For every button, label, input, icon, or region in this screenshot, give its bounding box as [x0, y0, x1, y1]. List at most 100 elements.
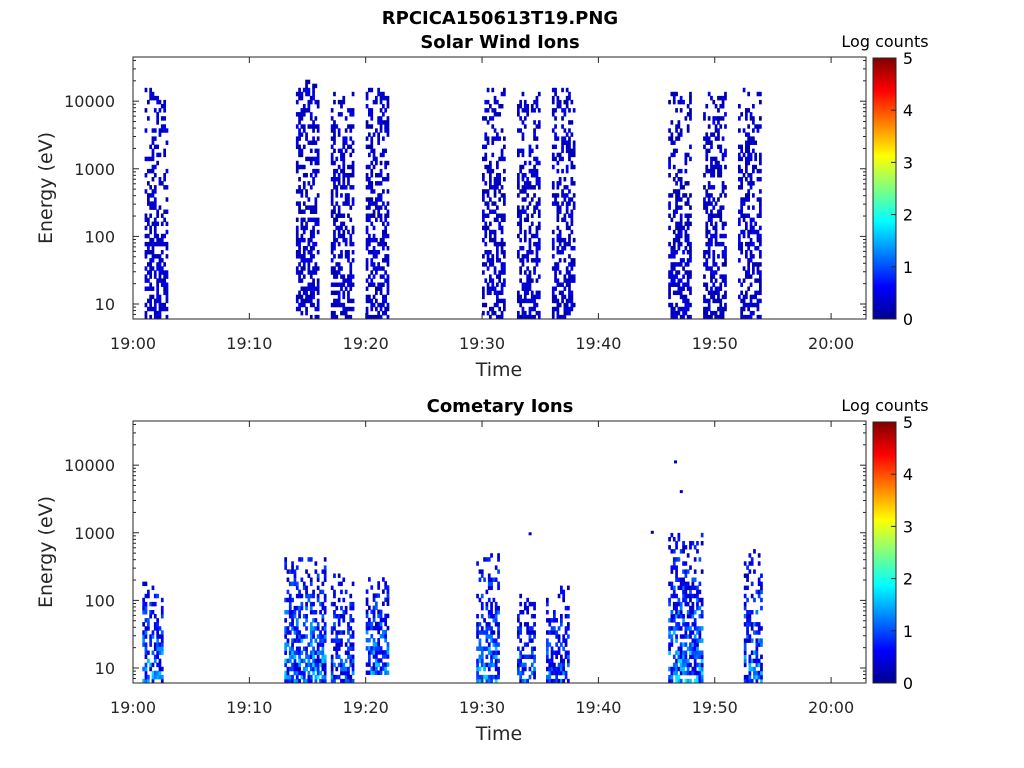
heatmap-cell — [749, 294, 753, 300]
heatmap-cell — [503, 278, 506, 283]
heatmap-cell — [347, 638, 350, 643]
heatmap-cell — [568, 286, 571, 291]
heatmap-cell — [314, 266, 318, 271]
heatmap-cell — [291, 646, 294, 651]
heatmap-cell — [335, 302, 339, 308]
heatmap-cell — [305, 205, 308, 210]
heatmap-cell — [523, 678, 527, 684]
heatmap-cell — [384, 241, 388, 247]
heatmap-cell — [689, 589, 692, 595]
heatmap-cell — [144, 650, 148, 655]
heatmap-cell — [312, 91, 315, 97]
y-axis-label: Energy (eV) — [35, 496, 57, 608]
heatmap-cell — [691, 654, 695, 660]
heatmap-cell — [565, 241, 569, 247]
heatmap-cell — [375, 625, 378, 631]
heatmap-cell — [291, 565, 294, 570]
heatmap-cell — [686, 593, 690, 599]
heatmap-cell — [565, 140, 569, 145]
heatmap-cell — [321, 666, 325, 672]
heatmap-cell — [379, 99, 383, 105]
heatmap-cell — [689, 630, 692, 635]
heatmap-cell — [333, 254, 336, 259]
heatmap-cell — [567, 662, 570, 668]
heatmap-cell — [340, 250, 343, 255]
heatmap-cell — [314, 650, 318, 655]
heatmap-cell — [523, 108, 527, 113]
heatmap-cell — [668, 290, 671, 296]
heatmap-cell — [689, 670, 692, 676]
heatmap-cell — [379, 266, 383, 271]
heatmap-cell — [563, 246, 567, 251]
heatmap-cell — [675, 136, 678, 141]
heatmap-cell — [546, 650, 549, 655]
heatmap-cell — [684, 116, 688, 121]
heatmap-cell — [302, 674, 306, 680]
heatmap-cell — [370, 168, 374, 174]
heatmap-cell — [349, 128, 353, 133]
heatmap-cell — [705, 136, 709, 141]
heatmap-cell — [305, 87, 308, 93]
heatmap-cell — [144, 108, 148, 113]
heatmap-cell — [312, 156, 315, 162]
heatmap-cell — [561, 217, 564, 223]
heatmap-cell — [565, 144, 569, 150]
heatmap-cell — [476, 630, 479, 635]
heatmap-cell — [149, 601, 153, 607]
heatmap-cell — [670, 678, 674, 684]
heatmap-cell — [314, 217, 318, 223]
heatmap-cell — [286, 630, 290, 635]
heatmap-cell — [746, 622, 749, 627]
heatmap-cell — [679, 262, 683, 267]
heatmap-cell — [342, 666, 346, 672]
heatmap-cell — [719, 302, 723, 308]
heatmap-cell — [160, 634, 164, 639]
heatmap-cell — [675, 128, 678, 133]
heatmap-cell — [670, 674, 674, 680]
heatmap-cell — [755, 658, 759, 664]
heatmap-cell — [500, 286, 504, 291]
heatmap-cell — [349, 274, 353, 279]
heatmap-cell — [165, 221, 169, 227]
heatmap-cell — [489, 233, 492, 239]
heatmap-cell — [309, 250, 313, 255]
heatmap-cell — [743, 646, 747, 651]
heatmap-cell — [743, 605, 747, 611]
heatmap-cell — [691, 650, 695, 655]
heatmap-cell — [537, 213, 541, 218]
heatmap-cell — [556, 282, 560, 287]
heatmap-cell — [682, 614, 685, 619]
heatmap-cell — [147, 233, 150, 239]
heatmap-cell — [752, 294, 755, 300]
heatmap-cell — [523, 298, 527, 304]
heatmap-cell — [372, 213, 376, 218]
heatmap-cell — [712, 262, 716, 267]
heatmap-cell — [337, 132, 341, 137]
heatmap-cell — [757, 581, 761, 587]
heatmap-cell — [756, 314, 760, 320]
heatmap-cell — [698, 654, 702, 660]
heatmap-cell — [316, 597, 320, 603]
colorbar-tick-label: 1 — [903, 258, 913, 277]
heatmap-cell — [288, 650, 292, 655]
heatmap-cell — [717, 128, 720, 133]
heatmap-cell — [298, 116, 301, 121]
heatmap-cell — [365, 266, 369, 271]
heatmap-cell — [307, 658, 311, 664]
heatmap-cell — [677, 99, 681, 105]
heatmap-cell — [679, 294, 683, 300]
heatmap-cell — [530, 646, 534, 651]
heatmap-cell — [670, 193, 674, 198]
heatmap-cell — [563, 140, 567, 145]
heatmap-cell — [747, 193, 751, 198]
heatmap-cell — [675, 205, 678, 210]
heatmap-cell — [563, 278, 567, 283]
heatmap-cell — [333, 290, 336, 296]
heatmap-cell — [556, 233, 560, 239]
heatmap-cell — [158, 642, 162, 647]
heatmap-cell — [745, 241, 748, 247]
heatmap-cell — [160, 605, 164, 611]
heatmap-cell — [689, 258, 692, 263]
heatmap-cell — [710, 314, 713, 320]
heatmap-cell — [384, 164, 388, 170]
